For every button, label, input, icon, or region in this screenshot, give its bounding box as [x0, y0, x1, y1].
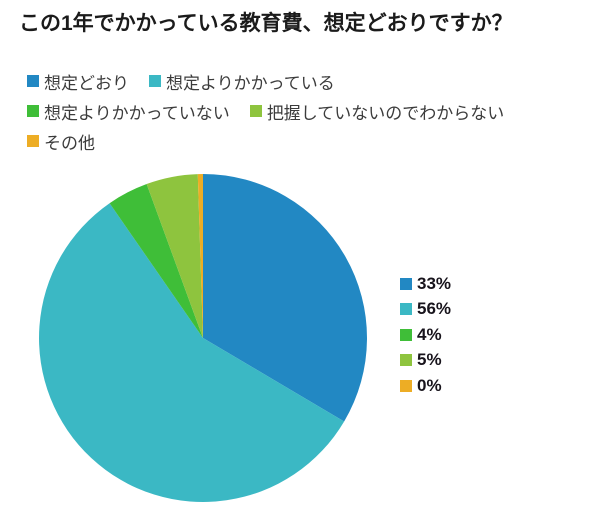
value-swatch-icon	[400, 303, 412, 316]
legend-row-1: 想定どおり 想定よりかかっている	[27, 66, 524, 96]
value-label: 33%	[417, 273, 452, 293]
legend-swatch-icon	[27, 105, 39, 117]
value-swatch-icon	[400, 277, 412, 290]
value-label: 0%	[417, 375, 442, 395]
legend-item-more-than-expected: 想定よりかかっている	[149, 69, 335, 94]
legend-label: 把握していないのでわからない	[266, 103, 505, 123]
value-label-row: 0%	[400, 373, 451, 399]
legend-label: 想定どおり	[44, 73, 129, 93]
legend-swatch-icon	[249, 105, 262, 117]
legend-item-as-expected: 想定どおり	[27, 69, 129, 94]
value-label-row: 4%	[400, 322, 451, 348]
legend-swatch-icon	[27, 135, 39, 147]
value-swatch-icon	[400, 354, 412, 367]
legend-row-3: その他	[27, 126, 524, 156]
legend-swatch-icon	[149, 75, 161, 87]
legend-label: 想定よりかかっていない	[44, 103, 230, 123]
pie-slice-3	[109, 183, 203, 338]
value-label-row: 56%	[400, 297, 451, 323]
legend-label: その他	[44, 133, 95, 153]
value-label: 4%	[417, 324, 442, 344]
value-label: 5%	[417, 350, 442, 370]
legend-item-less-than-expected: 想定よりかかっていない	[27, 99, 230, 124]
pie-slice-2	[39, 203, 345, 502]
value-swatch-icon	[400, 379, 412, 392]
value-label-row: 5%	[400, 348, 451, 374]
legend-swatch-icon	[27, 75, 39, 87]
legend-label: 想定よりかかっている	[166, 73, 335, 93]
category-legend: 想定どおり 想定よりかかっている 想定よりかかっていない 把握していないのでわか…	[27, 66, 524, 156]
legend-row-2: 想定よりかかっていない 把握していないのでわからない	[27, 96, 524, 126]
legend-item-other: その他	[27, 129, 95, 154]
value-labels: 33% 56% 4% 5% 0%	[400, 271, 451, 399]
value-label-row: 33%	[400, 271, 451, 297]
value-swatch-icon	[400, 328, 412, 341]
pie-slice-5	[197, 173, 203, 338]
value-label: 56%	[417, 299, 452, 319]
legend-item-dont-know: 把握していないのでわからない	[249, 99, 505, 124]
chart-title: この1年でかかっている教育費、想定どおりですか？	[19, 12, 513, 35]
pie-slice-4	[146, 174, 203, 338]
pie-slice-1	[203, 174, 368, 422]
